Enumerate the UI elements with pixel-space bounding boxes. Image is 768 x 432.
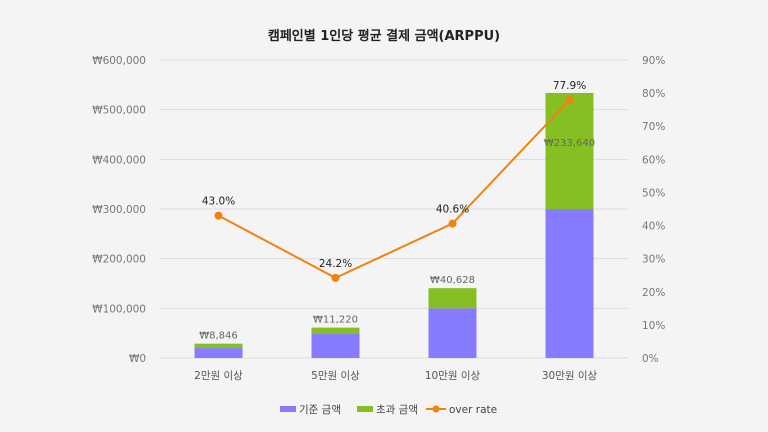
x-tick-label: 30만원 이상 (542, 370, 598, 382)
y-right-tick-label: 40% (642, 221, 665, 233)
y-right-tick-label: 50% (642, 187, 665, 199)
y-right-tick-label: 10% (642, 320, 665, 332)
gridlines (160, 59, 628, 359)
line-point (448, 219, 457, 228)
legend-swatch-excess (357, 406, 373, 412)
legend-label: 초과 금액 (376, 404, 418, 416)
legend-label: over rate (449, 404, 497, 416)
bar-base (311, 333, 360, 358)
y-right-tick-label: 90% (642, 55, 665, 67)
over-rate-line: 43.0% 24.2% 40.6% 77.9% (202, 80, 586, 282)
line-data-label: 24.2% (319, 258, 352, 270)
bar-base (545, 209, 594, 358)
line-point (565, 96, 574, 105)
x-axis: 2만원 이상 5만원 이상 10만원 이상 30만원 이상 (194, 370, 597, 382)
x-tick-label: 10만원 이상 (425, 370, 481, 382)
line-point (214, 211, 223, 220)
legend-swatch-base (280, 406, 296, 412)
y-left-tick-label: ₩300,000 (92, 204, 146, 216)
y-right-tick-label: 60% (642, 154, 665, 166)
bar-excess (428, 288, 477, 309)
y-left-tick-label: ₩500,000 (92, 105, 146, 117)
bars: ₩8,846 ₩11,220 ₩40,628 ₩233,640 (194, 92, 595, 358)
y-axis-left: ₩0 ₩100,000 ₩200,000 ₩300,000 ₩400,000 ₩500,0… (92, 55, 146, 365)
legend: 기준 금액 초과 금액 over rate (280, 404, 497, 416)
y-left-tick-label: ₩200,000 (92, 254, 146, 266)
y-axis-right: 0% 10% 20% 30% 40% 50% 60% 70% 80% 90% (642, 55, 665, 365)
x-tick-label: 5만원 이상 (311, 370, 360, 382)
y-right-tick-label: 70% (642, 121, 665, 133)
bar-base (194, 348, 243, 358)
x-tick-label: 2만원 이상 (194, 370, 243, 382)
y-right-tick-label: 80% (642, 88, 665, 100)
y-left-tick-label: ₩400,000 (92, 154, 146, 166)
y-right-tick-label: 20% (642, 287, 665, 299)
line-data-label: 43.0% (202, 196, 235, 208)
y-left-tick-label: ₩0 (129, 353, 146, 365)
bar-excess (194, 343, 243, 349)
line-data-label: 77.9% (553, 80, 586, 92)
bar-excess (311, 327, 360, 334)
line-data-label: 40.6% (436, 204, 469, 216)
legend-label: 기준 금액 (299, 404, 341, 416)
bar-data-label: ₩8,846 (199, 331, 238, 342)
bar-data-label: ₩11,220 (313, 315, 358, 326)
bar-data-label: ₩40,628 (430, 275, 475, 286)
chart-title: 캠페인별 1인당 평균 결제 금액(ARPPU) (268, 28, 500, 44)
bar-excess (545, 92, 594, 209)
line-point (331, 273, 340, 282)
y-left-tick-label: ₩100,000 (92, 303, 146, 315)
line-series (218, 99, 571, 279)
y-right-tick-label: 0% (642, 353, 659, 365)
bar-data-label: ₩233,640 (544, 138, 595, 149)
legend-swatch-marker (432, 405, 440, 413)
y-right-tick-label: 30% (642, 254, 665, 266)
y-left-tick-label: ₩600,000 (92, 55, 146, 67)
bar-base (428, 308, 477, 358)
